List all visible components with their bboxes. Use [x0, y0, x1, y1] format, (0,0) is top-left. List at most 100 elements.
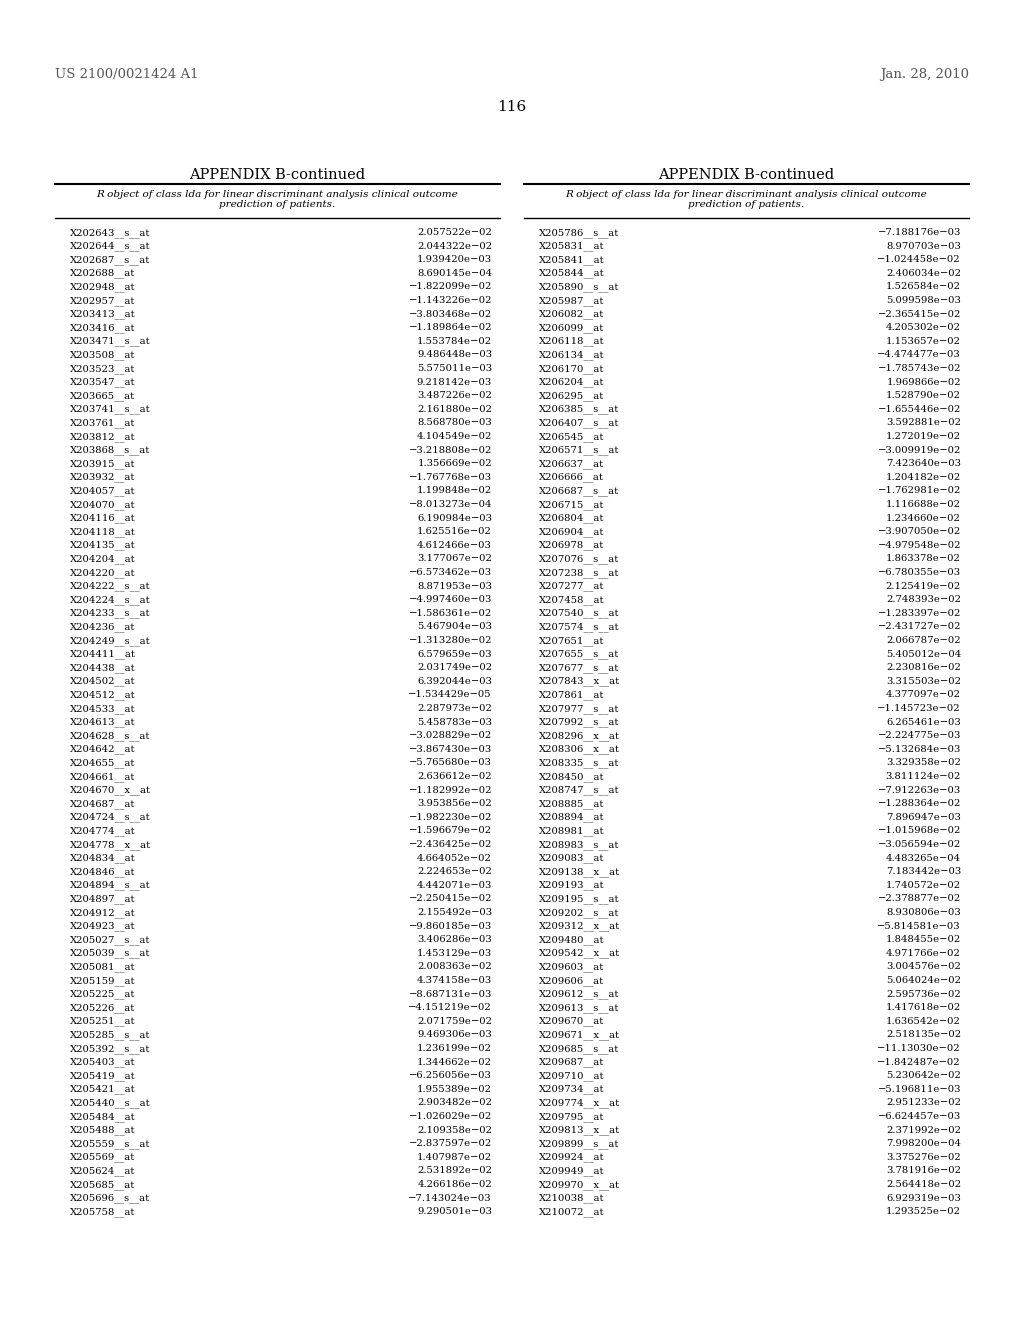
Text: −4.997460e−03: −4.997460e−03 — [409, 595, 492, 605]
Text: 1.528790e−02: 1.528790e−02 — [886, 391, 961, 400]
Text: X206407__s__at: X206407__s__at — [539, 418, 620, 428]
Text: X205285__s__at: X205285__s__at — [70, 1031, 151, 1040]
Text: 8.930806e−03: 8.930806e−03 — [886, 908, 961, 917]
Text: −1.785743e−02: −1.785743e−02 — [878, 364, 961, 374]
Text: 1.116688e−02: 1.116688e−02 — [886, 500, 961, 510]
Text: X208894__at: X208894__at — [539, 813, 604, 822]
Text: X203471__s__at: X203471__s__at — [70, 337, 151, 346]
Text: X205890__s__at: X205890__s__at — [539, 282, 620, 292]
Text: X205226__at: X205226__at — [70, 1003, 135, 1012]
Text: X206804__at: X206804__at — [539, 513, 604, 523]
Text: −1.189864e−02: −1.189864e−02 — [409, 323, 492, 333]
Text: 2.031749e−02: 2.031749e−02 — [417, 663, 492, 672]
Text: X207843__x__at: X207843__x__at — [539, 677, 621, 686]
Text: −3.867430e−03: −3.867430e−03 — [409, 744, 492, 754]
Text: X203413__at: X203413__at — [70, 310, 135, 319]
Text: 1.955389e−02: 1.955389e−02 — [417, 1085, 492, 1094]
Text: 1.848455e−02: 1.848455e−02 — [886, 935, 961, 944]
Text: 7.423640e−03: 7.423640e−03 — [886, 459, 961, 469]
Text: X204642__at: X204642__at — [70, 744, 135, 755]
Text: X204411__at: X204411__at — [70, 649, 136, 659]
Text: X203915__at: X203915__at — [70, 459, 135, 469]
Text: X207655__s__at: X207655__s__at — [539, 649, 620, 659]
Text: 2.066787e−02: 2.066787e−02 — [887, 636, 961, 645]
Text: 1.344662e−02: 1.344662e−02 — [417, 1057, 492, 1067]
Text: −7.143024e−03: −7.143024e−03 — [409, 1193, 492, 1203]
Text: 2.057522e−02: 2.057522e−02 — [417, 228, 492, 238]
Text: 5.064024e−02: 5.064024e−02 — [886, 975, 961, 985]
Text: X209924__at: X209924__at — [539, 1152, 604, 1163]
Text: 3.811124e−02: 3.811124e−02 — [886, 772, 961, 781]
Text: 3.375276e−02: 3.375276e−02 — [886, 1152, 961, 1162]
Text: X209193__at: X209193__at — [539, 880, 604, 891]
Text: X204834__at: X204834__at — [70, 854, 135, 863]
Text: X207861__at: X207861__at — [539, 690, 604, 700]
Text: 1.636542e−02: 1.636542e−02 — [886, 1016, 961, 1026]
Text: 2.044322e−02: 2.044322e−02 — [417, 242, 492, 251]
Text: X204846__at: X204846__at — [70, 867, 135, 876]
Text: X207992__s__at: X207992__s__at — [539, 718, 620, 727]
Text: 1.272019e−02: 1.272019e−02 — [886, 432, 961, 441]
Text: X209671__x__at: X209671__x__at — [539, 1031, 620, 1040]
Text: −2.837597e−02: −2.837597e−02 — [409, 1139, 492, 1148]
Text: −1.842487e−02: −1.842487e−02 — [878, 1057, 961, 1067]
Text: 9.486448e−03: 9.486448e−03 — [417, 350, 492, 359]
Text: X205685__at: X205685__at — [70, 1180, 135, 1189]
Text: 2.071759e−02: 2.071759e−02 — [417, 1016, 492, 1026]
Text: X205440__s__at: X205440__s__at — [70, 1098, 151, 1107]
Text: 4.266186e−02: 4.266186e−02 — [417, 1180, 492, 1189]
Text: 3.781916e−02: 3.781916e−02 — [886, 1167, 961, 1175]
Text: −1.762981e−02: −1.762981e−02 — [878, 486, 961, 495]
Text: X210072__at: X210072__at — [539, 1208, 604, 1217]
Text: −4.979548e−02: −4.979548e−02 — [878, 541, 961, 550]
Text: −2.365415e−02: −2.365415e−02 — [878, 310, 961, 318]
Text: 2.109358e−02: 2.109358e−02 — [417, 1126, 492, 1135]
Text: −1.534429e−05: −1.534429e−05 — [409, 690, 492, 700]
Text: 4.205302e−02: 4.205302e−02 — [886, 323, 961, 333]
Text: −1.822099e−02: −1.822099e−02 — [409, 282, 492, 292]
Text: −5.132684e−03: −5.132684e−03 — [878, 744, 961, 754]
Text: 9.290501e−03: 9.290501e−03 — [417, 1208, 492, 1216]
Text: −1.655446e−02: −1.655446e−02 — [878, 405, 961, 413]
Text: −6.624457e−03: −6.624457e−03 — [878, 1111, 961, 1121]
Text: X209970__x__at: X209970__x__at — [539, 1180, 620, 1189]
Text: −8.687131e−03: −8.687131e−03 — [409, 990, 492, 999]
Text: 5.467904e−03: 5.467904e−03 — [417, 623, 492, 631]
Text: X209195__s__at: X209195__s__at — [539, 895, 620, 904]
Text: 3.953856e−02: 3.953856e−02 — [417, 799, 492, 808]
Text: 6.392044e−03: 6.392044e−03 — [417, 677, 492, 686]
Text: −2.431727e−02: −2.431727e−02 — [878, 623, 961, 631]
Text: 2.564418e−02: 2.564418e−02 — [886, 1180, 961, 1189]
Text: X209606__at: X209606__at — [539, 975, 604, 986]
Text: X204512__at: X204512__at — [70, 690, 135, 700]
Text: X204135__at: X204135__at — [70, 541, 135, 550]
Text: −1.283397e−02: −1.283397e−02 — [878, 609, 961, 618]
Text: 2.406034e−02: 2.406034e−02 — [886, 269, 961, 277]
Text: X206082__at: X206082__at — [539, 310, 604, 319]
Text: X205696__s__at: X205696__s__at — [70, 1193, 151, 1204]
Text: X204670__x__at: X204670__x__at — [70, 785, 151, 795]
Text: 1.236199e−02: 1.236199e−02 — [417, 1044, 492, 1053]
Text: X204687__at: X204687__at — [70, 799, 135, 809]
Text: 6.579659e−03: 6.579659e−03 — [418, 649, 492, 659]
Text: 4.104549e−02: 4.104549e−02 — [417, 432, 492, 441]
Text: X209312__x__at: X209312__x__at — [539, 921, 621, 932]
Text: X209138__x__at: X209138__x__at — [539, 867, 621, 876]
Text: −9.860185e−03: −9.860185e−03 — [409, 921, 492, 931]
Text: X207277__at: X207277__at — [539, 582, 604, 591]
Text: 4.374158e−03: 4.374158e−03 — [417, 975, 492, 985]
Text: −2.436425e−02: −2.436425e−02 — [409, 840, 492, 849]
Text: 2.155492e−03: 2.155492e−03 — [417, 908, 492, 917]
Text: X206687__s__at: X206687__s__at — [539, 486, 620, 496]
Text: 1.969866e−02: 1.969866e−02 — [887, 378, 961, 387]
Text: −5.814581e−03: −5.814581e−03 — [878, 921, 961, 931]
Text: 1.625516e−02: 1.625516e−02 — [417, 527, 492, 536]
Text: X203761__at: X203761__at — [70, 418, 135, 428]
Text: X206571__s__at: X206571__s__at — [539, 446, 620, 455]
Text: 2.903482e−02: 2.903482e−02 — [417, 1098, 492, 1107]
Text: X209795__at: X209795__at — [539, 1111, 604, 1122]
Text: X205039__s__at: X205039__s__at — [70, 949, 151, 958]
Text: X207574__s__at: X207574__s__at — [539, 623, 620, 632]
Text: X205159__at: X205159__at — [70, 975, 135, 986]
Text: 4.483265e−04: 4.483265e−04 — [886, 854, 961, 862]
